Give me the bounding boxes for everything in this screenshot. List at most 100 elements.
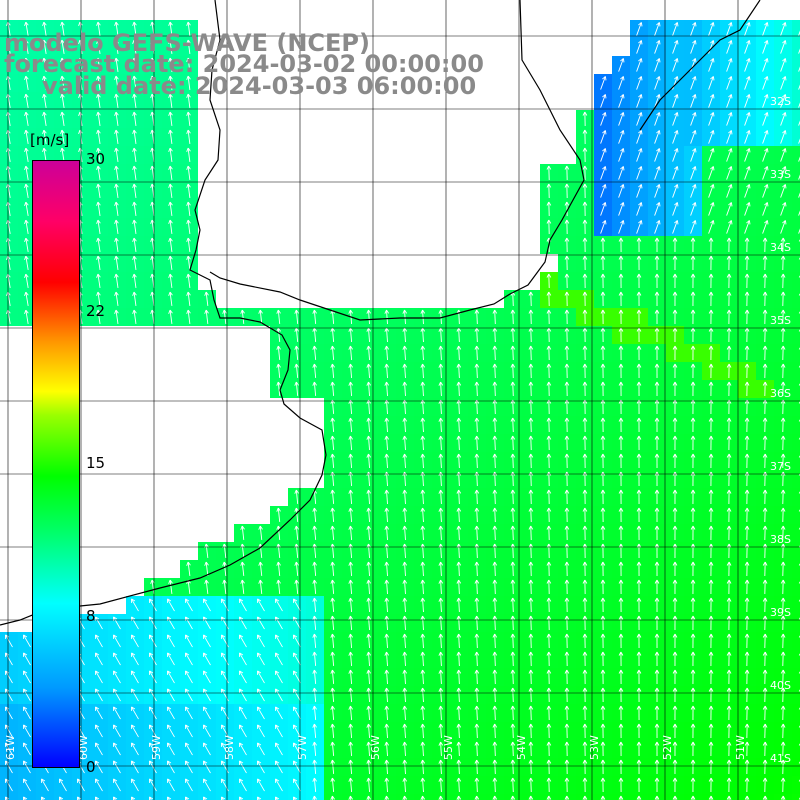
wind-arrow bbox=[690, 76, 696, 90]
wind-arrow-head bbox=[186, 75, 189, 80]
wind-arrow-head bbox=[150, 309, 153, 314]
wind-arrow bbox=[386, 543, 388, 559]
wind-arrow bbox=[618, 58, 624, 72]
wind-arrow-head bbox=[422, 705, 426, 710]
wind-arrow bbox=[744, 148, 750, 162]
wind-arrow-head bbox=[746, 130, 750, 134]
wind-arrow bbox=[798, 174, 800, 180]
wind-arrow bbox=[25, 166, 29, 180]
wind-arrow bbox=[690, 148, 696, 162]
wind-arrow-head bbox=[728, 220, 732, 224]
wind-arrow-head bbox=[348, 651, 351, 656]
wind-arrow-head bbox=[672, 435, 676, 440]
wind-arrow-head bbox=[313, 633, 317, 638]
wind-arrow bbox=[187, 147, 191, 163]
wind-arrow bbox=[458, 471, 460, 487]
wind-arrow-head bbox=[150, 579, 153, 584]
wind-arrow bbox=[618, 94, 624, 108]
wind-arrow-head bbox=[566, 633, 570, 638]
wind-arrow bbox=[241, 561, 245, 577]
wind-arrow-head bbox=[221, 634, 226, 638]
wind-arrow-head bbox=[510, 705, 514, 710]
wind-arrow bbox=[313, 363, 317, 379]
wind-arrow-head bbox=[782, 615, 786, 620]
wind-arrow bbox=[404, 705, 406, 721]
wind-arrow bbox=[167, 688, 175, 702]
wind-arrow-head bbox=[368, 525, 372, 530]
wind-arrow-head bbox=[330, 705, 333, 710]
wind-arrow-head bbox=[780, 345, 784, 350]
wind-arrow-head bbox=[312, 705, 315, 710]
wind-arrow-head bbox=[746, 507, 750, 512]
wind-arrow-head bbox=[474, 597, 478, 602]
wind-arrow bbox=[277, 345, 281, 361]
wind-arrow-head bbox=[600, 669, 604, 674]
wind-arrow-head bbox=[330, 525, 333, 530]
wind-cell bbox=[792, 416, 800, 434]
wind-arrow-head bbox=[780, 597, 784, 602]
wind-arrow-head bbox=[528, 309, 532, 314]
wind-arrow-head bbox=[458, 507, 462, 512]
wind-arrow bbox=[151, 130, 155, 144]
wind-arrow-head bbox=[366, 561, 369, 566]
wind-arrow-head bbox=[295, 579, 299, 584]
wind-arrow-head bbox=[168, 579, 171, 584]
wind-arrow bbox=[185, 670, 193, 684]
wind-arrow-head bbox=[600, 687, 604, 692]
wind-arrow-head bbox=[748, 166, 751, 171]
wind-arrow-head bbox=[348, 633, 351, 638]
wind-arrow-head bbox=[78, 57, 81, 62]
wind-arrow-head bbox=[618, 363, 622, 368]
wind-arrow-head bbox=[692, 327, 696, 332]
wind-arrow-head bbox=[564, 399, 568, 404]
wind-arrow-head bbox=[710, 417, 714, 422]
wind-cell bbox=[792, 272, 800, 290]
wind-arrow-head bbox=[710, 309, 714, 314]
wind-arrow-head bbox=[169, 129, 173, 134]
wind-arrow bbox=[494, 597, 496, 613]
wind-arrow-head bbox=[384, 651, 387, 656]
wind-arrow-head bbox=[584, 633, 588, 638]
wind-arrow-head bbox=[582, 237, 586, 242]
wind-arrow-head bbox=[149, 634, 154, 638]
wind-arrow bbox=[762, 94, 768, 108]
wind-arrow bbox=[295, 309, 299, 325]
wind-cell bbox=[792, 794, 800, 800]
wind-arrow bbox=[368, 579, 370, 595]
wind-arrow bbox=[97, 310, 101, 324]
wind-arrow-head bbox=[132, 111, 135, 116]
wind-arrow-head bbox=[512, 597, 516, 602]
wind-arrow-head bbox=[404, 363, 408, 368]
wind-arrow-head bbox=[672, 561, 676, 566]
wind-arrow-head bbox=[728, 130, 732, 134]
wind-arrow-head bbox=[169, 291, 173, 296]
wind-arrow-head bbox=[97, 57, 101, 62]
wind-arrow-head bbox=[474, 705, 478, 710]
wind-arrow-head bbox=[602, 255, 606, 260]
wind-arrow bbox=[131, 598, 139, 612]
wind-arrow-head bbox=[692, 381, 696, 386]
wind-arrow-head bbox=[694, 40, 697, 45]
wind-arrow-head bbox=[456, 561, 460, 566]
wind-arrow-head bbox=[440, 345, 444, 350]
wind-arrow bbox=[61, 112, 65, 126]
wind-arrow-head bbox=[620, 327, 624, 332]
wind-arrow-head bbox=[350, 471, 353, 476]
wind-arrow-head bbox=[546, 291, 550, 296]
wind-arrow bbox=[708, 220, 714, 234]
wind-arrow bbox=[133, 292, 137, 306]
wind-arrow-head bbox=[726, 237, 730, 242]
wind-arrow-head bbox=[384, 615, 387, 620]
wind-arrow-head bbox=[277, 309, 281, 314]
wind-arrow-head bbox=[546, 327, 550, 332]
wind-arrow-head bbox=[386, 345, 390, 350]
wind-arrow-head bbox=[348, 705, 351, 710]
wind-arrow-head bbox=[366, 417, 369, 422]
wind-arrow bbox=[422, 507, 424, 523]
wind-arrow-head bbox=[456, 453, 460, 458]
wind-arrow-head bbox=[764, 220, 768, 224]
wind-arrow-head bbox=[622, 76, 625, 81]
wind-arrow-head bbox=[205, 579, 209, 584]
wind-arrow-head bbox=[43, 129, 47, 134]
wind-arrow bbox=[151, 76, 155, 90]
